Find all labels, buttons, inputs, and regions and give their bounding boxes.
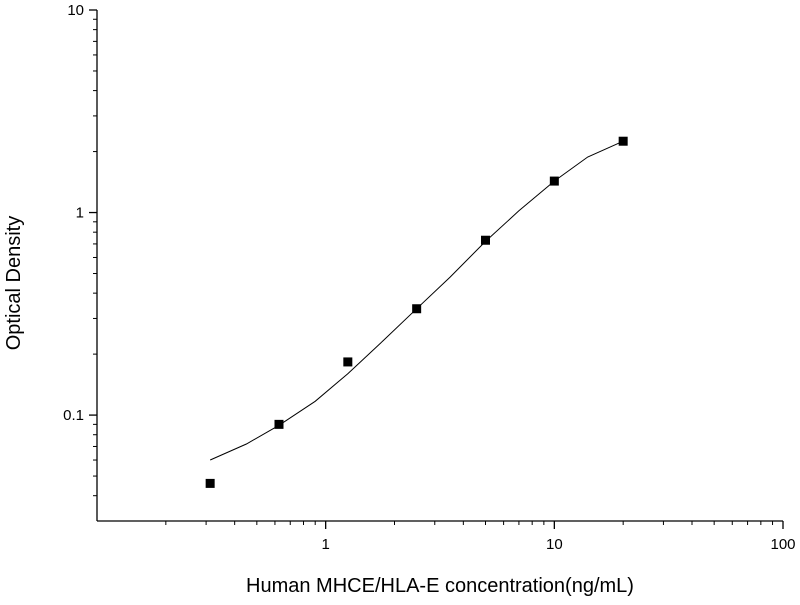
- x-tick-label: 1: [321, 536, 329, 553]
- data-point: [343, 357, 353, 367]
- y-tick-label: 10: [67, 2, 84, 19]
- x-axis-title: Human MHCE/HLA-E concentration(ng/mL): [246, 575, 634, 597]
- y-tick-label: 1: [76, 205, 84, 222]
- data-point: [274, 419, 284, 429]
- data-point: [480, 235, 490, 245]
- fit-curve: [209, 140, 624, 461]
- y-axis-title: Optical Density: [3, 216, 25, 351]
- data-layer: [205, 136, 628, 488]
- axes-layer: 1 10 100 0.1 1 10: [63, 2, 795, 553]
- x-tick-label: 10: [546, 536, 563, 553]
- y-tick-label: 0.1: [63, 407, 84, 424]
- data-point: [205, 478, 215, 488]
- x-tick-label: 100: [770, 536, 795, 553]
